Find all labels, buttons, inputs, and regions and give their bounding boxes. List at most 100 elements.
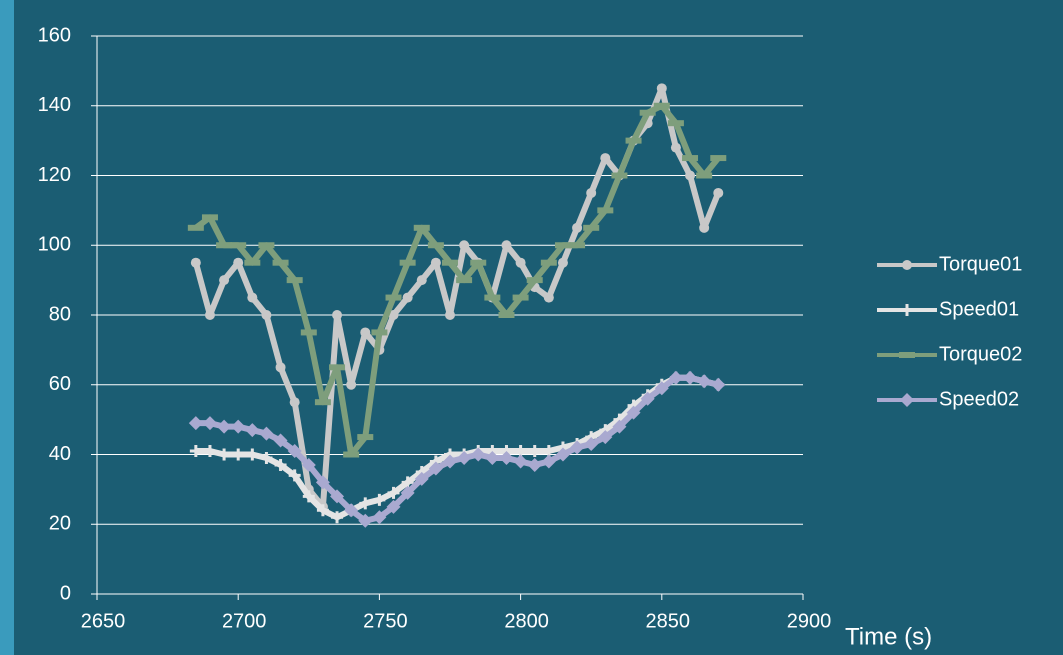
marker — [388, 310, 399, 320]
y-tick-label: 80 — [49, 303, 71, 325]
marker — [456, 277, 473, 284]
legend-label: Torque01 — [939, 253, 1022, 275]
marker — [358, 513, 373, 528]
marker — [569, 242, 586, 249]
marker — [204, 310, 215, 320]
marker — [330, 489, 345, 504]
marker — [543, 292, 554, 303]
marker — [288, 469, 301, 482]
marker — [189, 445, 202, 458]
marker — [699, 222, 710, 233]
marker — [360, 327, 371, 338]
marker — [315, 475, 330, 490]
marker — [286, 277, 303, 284]
marker — [430, 257, 441, 268]
marker — [583, 224, 600, 231]
marker — [512, 294, 529, 301]
marker — [187, 224, 204, 231]
marker — [527, 457, 542, 472]
marker — [244, 259, 261, 266]
marker — [697, 374, 712, 389]
marker — [683, 370, 698, 385]
marker — [314, 399, 331, 406]
marker — [217, 419, 232, 434]
marker — [541, 454, 556, 469]
marker — [900, 393, 914, 407]
marker — [498, 312, 515, 318]
marker — [272, 259, 289, 266]
marker — [612, 419, 627, 434]
marker — [247, 292, 258, 303]
y-tick-label: 120 — [38, 164, 71, 186]
marker — [611, 172, 628, 179]
marker — [359, 497, 372, 510]
marker — [470, 259, 487, 266]
y-tick-label: 40 — [49, 443, 71, 465]
marker — [597, 207, 614, 214]
marker — [399, 259, 416, 266]
marker — [357, 434, 374, 441]
marker — [457, 450, 472, 465]
marker — [901, 304, 913, 316]
x-axis-label: Time (s) — [845, 623, 932, 650]
marker — [302, 490, 315, 503]
marker — [653, 102, 670, 109]
marker — [273, 433, 288, 448]
marker — [625, 137, 642, 144]
series-line — [195, 374, 719, 521]
y-tick-label: 60 — [49, 373, 71, 395]
marker — [584, 437, 599, 452]
marker — [586, 187, 597, 198]
marker — [289, 397, 300, 408]
marker — [275, 362, 286, 373]
marker — [515, 257, 526, 268]
series-2 — [187, 102, 727, 458]
marker — [259, 426, 274, 441]
marker — [373, 493, 386, 506]
marker — [202, 416, 217, 431]
marker — [682, 155, 699, 162]
marker — [231, 419, 246, 434]
marker — [540, 259, 557, 266]
x-tick-label: 2750 — [363, 610, 408, 632]
marker — [501, 240, 512, 251]
marker — [685, 170, 696, 181]
marker — [427, 242, 444, 249]
x-tick-label: 2700 — [222, 610, 267, 632]
marker — [233, 257, 244, 268]
marker — [667, 120, 684, 127]
marker — [416, 275, 427, 286]
x-tick-label: 2850 — [646, 610, 691, 632]
marker — [899, 352, 915, 358]
marker — [331, 511, 344, 524]
x-tick-label: 2900 — [787, 610, 832, 632]
marker — [513, 454, 528, 469]
marker — [274, 458, 287, 471]
marker — [385, 294, 402, 301]
x-tick-label: 2650 — [81, 610, 126, 632]
marker — [711, 377, 726, 392]
marker — [203, 445, 216, 458]
marker — [710, 155, 727, 162]
marker — [485, 450, 500, 465]
y-tick-label: 140 — [38, 94, 71, 116]
marker — [670, 142, 681, 153]
marker — [528, 445, 541, 458]
y-tick-label: 160 — [38, 24, 71, 46]
marker — [344, 503, 359, 518]
marker — [387, 486, 400, 499]
marker — [484, 294, 501, 301]
marker — [287, 444, 302, 459]
marker — [428, 461, 443, 476]
marker — [218, 448, 231, 461]
marker — [343, 451, 360, 458]
marker — [902, 260, 912, 270]
marker — [230, 242, 247, 249]
marker — [445, 310, 455, 320]
marker — [371, 329, 388, 336]
marker — [300, 329, 317, 336]
marker — [626, 405, 641, 420]
legend-label: Speed02 — [939, 388, 1019, 410]
